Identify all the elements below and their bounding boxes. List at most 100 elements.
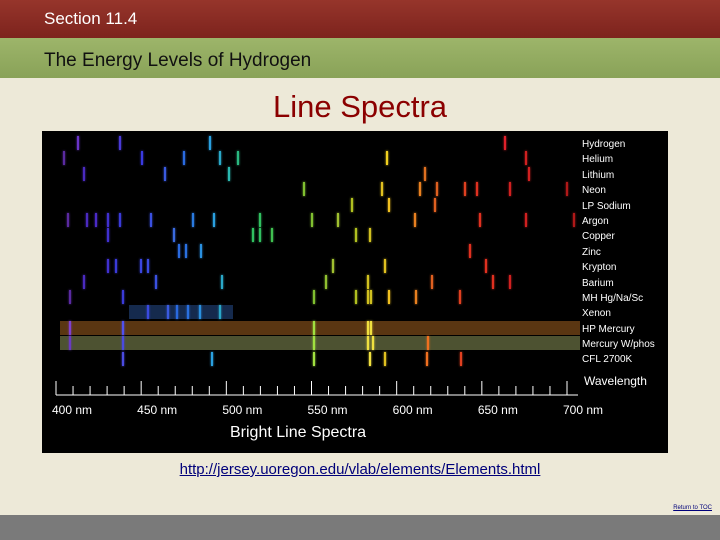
chapter-header-bar: The Energy Levels of Hydrogen bbox=[0, 38, 720, 78]
emission-line bbox=[413, 213, 416, 227]
ruler-tick-label: 500 nm bbox=[222, 403, 263, 417]
emission-line bbox=[370, 320, 373, 335]
emission-line bbox=[524, 151, 527, 166]
emission-line bbox=[424, 166, 426, 181]
emission-line bbox=[122, 290, 125, 304]
chapter-title: The Energy Levels of Hydrogen bbox=[44, 50, 312, 71]
emission-line bbox=[252, 228, 255, 243]
emission-line bbox=[508, 182, 511, 197]
emission-line bbox=[460, 351, 463, 366]
emission-line bbox=[469, 243, 472, 258]
element-name: Helium bbox=[582, 154, 614, 166]
ruler-tick-label: 400 nm bbox=[52, 403, 93, 417]
source-url-link[interactable]: http://jersey.uoregon.edu/vlab/elements/… bbox=[179, 461, 541, 478]
emission-line bbox=[351, 197, 354, 212]
emission-line bbox=[463, 182, 466, 197]
wavelength-label: Wavelength bbox=[584, 374, 647, 388]
element-name: Copper bbox=[582, 231, 615, 243]
emission-line bbox=[82, 166, 85, 181]
spectrum-row bbox=[50, 259, 590, 274]
emission-line bbox=[115, 259, 118, 274]
emission-line bbox=[212, 213, 215, 227]
emission-line bbox=[106, 228, 109, 243]
emission-line bbox=[524, 213, 527, 227]
emission-line bbox=[221, 274, 224, 289]
emission-line bbox=[354, 290, 357, 304]
emission-line bbox=[146, 305, 149, 320]
emission-line bbox=[325, 274, 328, 289]
emission-line bbox=[368, 351, 371, 366]
section-label: Section 11.4 bbox=[44, 9, 138, 28]
emission-line bbox=[155, 274, 158, 289]
emission-line bbox=[271, 228, 274, 243]
emission-line bbox=[508, 274, 511, 289]
emission-line bbox=[573, 213, 576, 227]
emission-line bbox=[139, 259, 142, 274]
emission-line bbox=[436, 182, 439, 197]
continuum-band bbox=[60, 320, 580, 335]
emission-line bbox=[122, 336, 125, 351]
emission-line bbox=[141, 151, 144, 166]
emission-line bbox=[259, 228, 262, 243]
element-name: Barium bbox=[582, 277, 614, 289]
spectrum-row bbox=[50, 136, 590, 150]
spectrum-row bbox=[50, 182, 590, 197]
emission-line bbox=[418, 182, 421, 197]
element-name: HP Mercury bbox=[582, 323, 635, 335]
element-name: Mercury W/phos bbox=[582, 339, 655, 351]
ruler-tick-label: 600 nm bbox=[392, 403, 433, 417]
emission-line bbox=[184, 243, 187, 258]
emission-line bbox=[209, 136, 212, 150]
emission-line bbox=[68, 290, 71, 304]
emission-line bbox=[118, 213, 121, 227]
element-name: CFL 2700K bbox=[582, 354, 633, 366]
spectrum-row bbox=[50, 336, 590, 351]
emission-line bbox=[528, 166, 530, 181]
emission-line bbox=[313, 320, 316, 335]
wavelength-ruler: Wavelength 400 nm 450 nm 500 nm 550 nm 600 n… bbox=[42, 371, 668, 453]
element-name-list: Hydrogen Helium Lithium Neon LP Sodium Argon C… bbox=[582, 137, 668, 368]
emission-line bbox=[484, 259, 487, 274]
section-header-bar: Section 11.4 bbox=[0, 0, 720, 38]
emission-line bbox=[228, 166, 231, 181]
emission-line bbox=[210, 351, 213, 366]
emission-line bbox=[66, 213, 69, 227]
spectra-figure: Hydrogen Helium Lithium Neon LP Sodium Argon C… bbox=[42, 131, 668, 453]
spectrum-row bbox=[50, 166, 590, 181]
emission-line bbox=[366, 320, 369, 335]
emission-line bbox=[176, 305, 179, 320]
return-to-toc-link[interactable]: Return to TOC bbox=[673, 505, 712, 511]
emission-line bbox=[167, 305, 170, 320]
emission-line bbox=[368, 228, 371, 243]
element-name: Zinc bbox=[582, 246, 601, 258]
element-name: LP Sodium bbox=[582, 200, 631, 212]
spectrum-row bbox=[50, 351, 590, 366]
emission-line bbox=[219, 151, 222, 166]
emission-line bbox=[311, 213, 314, 227]
emission-line bbox=[259, 213, 262, 227]
emission-line bbox=[385, 151, 388, 166]
emission-line bbox=[476, 182, 478, 197]
spectrum-row bbox=[50, 228, 590, 243]
emission-line bbox=[313, 351, 316, 366]
emission-line bbox=[68, 336, 71, 351]
emission-line bbox=[150, 213, 153, 227]
emission-line bbox=[118, 136, 121, 150]
emission-line bbox=[387, 197, 390, 212]
ruler-tick-label: 550 nm bbox=[307, 403, 348, 417]
emission-line bbox=[82, 274, 85, 289]
emission-line bbox=[313, 290, 316, 304]
emission-line bbox=[164, 166, 166, 181]
slide-title: Line Spectra bbox=[272, 89, 448, 124]
emission-line bbox=[366, 290, 369, 304]
emission-line bbox=[479, 213, 482, 227]
emission-line bbox=[366, 274, 369, 289]
ruler-tick-label: 450 nm bbox=[137, 403, 178, 417]
emission-line bbox=[219, 305, 222, 320]
emission-line bbox=[337, 213, 340, 227]
element-name: Argon bbox=[582, 215, 609, 227]
emission-line bbox=[372, 336, 374, 351]
emission-line bbox=[503, 136, 506, 150]
emission-line bbox=[458, 290, 461, 304]
emission-line bbox=[387, 290, 390, 304]
